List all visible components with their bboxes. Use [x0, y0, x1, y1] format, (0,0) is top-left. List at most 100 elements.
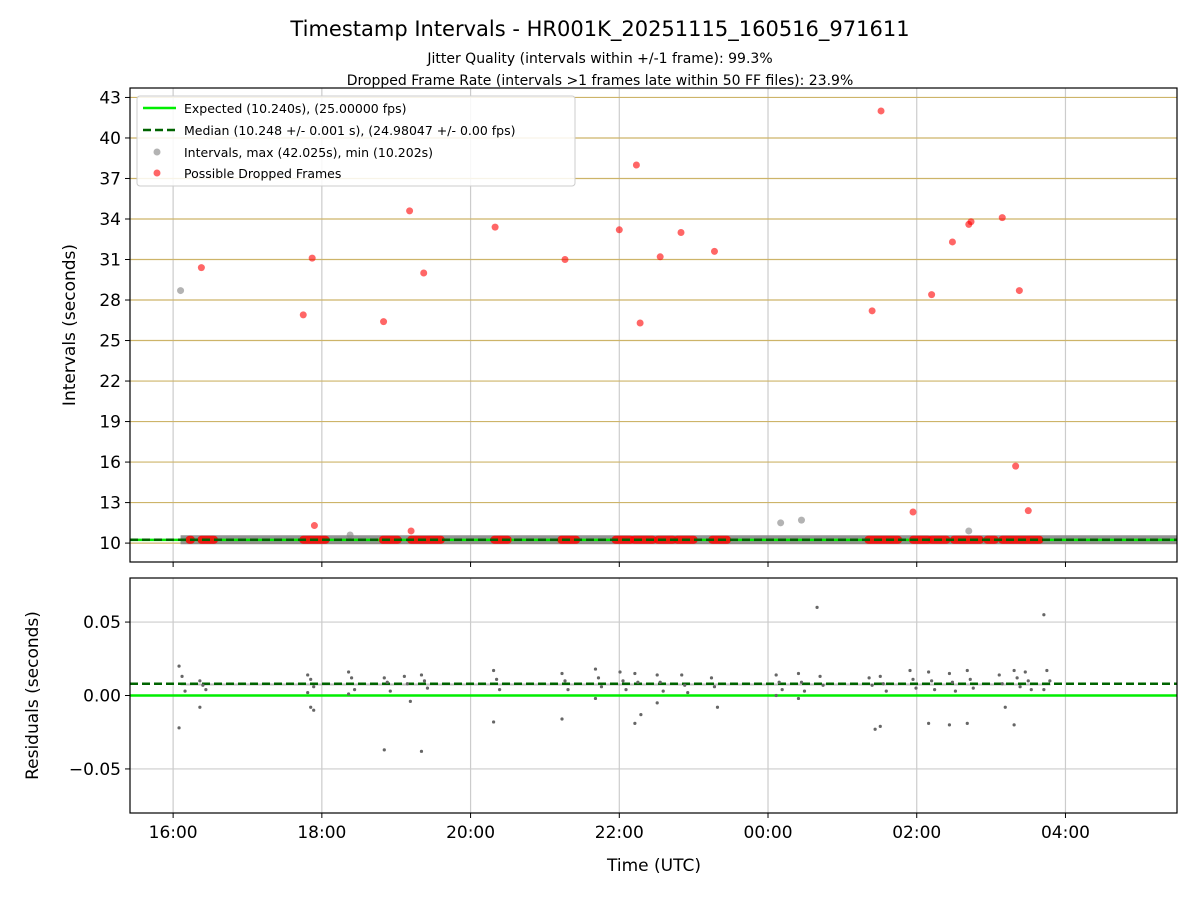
residual-point [867, 676, 871, 680]
residual-point [1003, 705, 1007, 709]
y-tick-label: 10 [99, 534, 121, 554]
residual-point [873, 727, 877, 731]
x-tick-label: 00:00 [744, 823, 793, 843]
residual-point [599, 685, 604, 689]
residual-point [183, 689, 187, 693]
residual-point [927, 721, 931, 726]
dropped-frame-point [308, 254, 316, 262]
residual-point [780, 688, 784, 692]
dropped-frame-point [868, 307, 876, 315]
dropped-frame-point [1015, 287, 1023, 295]
residual-point [306, 673, 310, 677]
residual-point [388, 689, 392, 693]
residual-point [618, 670, 622, 674]
dropped-frame-point [420, 269, 428, 277]
intervals-y-axis-label: Intervals (seconds) [60, 244, 80, 406]
dropped-frame-point [1024, 507, 1032, 515]
chart-subtitle-jitter: Jitter Quality (intervals within +/-1 fr… [426, 51, 772, 67]
residual-point [633, 671, 637, 676]
residual-point [911, 677, 915, 681]
residual-point [349, 676, 354, 680]
dropped-frame-point [909, 508, 917, 516]
residual-point [1018, 685, 1022, 689]
interval-point [965, 527, 973, 535]
y-tick-label: 40 [99, 129, 121, 149]
y-tick-label: 25 [99, 332, 121, 352]
residual-point [422, 679, 427, 683]
residual-point [815, 605, 819, 609]
y-tick-label: 13 [99, 494, 121, 514]
dropped-frame-point [561, 256, 569, 264]
residual-point [799, 680, 804, 684]
intervals-axes-frame [129, 87, 1178, 563]
dropped-frame-point [948, 238, 956, 246]
dropped-frame-point [1012, 462, 1020, 470]
interval-point [777, 519, 785, 527]
residual-point [818, 674, 822, 679]
residual-point [385, 680, 389, 684]
residual-point [1012, 723, 1016, 727]
x-tick-label: 20:00 [446, 823, 495, 843]
legend-expected-label: Expected (10.240s), (25.00000 fps) [184, 101, 406, 116]
residual-point [968, 677, 972, 681]
dropped-frame-point [967, 218, 975, 226]
y-tick-label: 31 [99, 251, 121, 271]
residual-point [796, 671, 801, 676]
y-tick-label: 34 [99, 210, 121, 230]
residual-point [774, 693, 778, 698]
y-tick-label: 22 [99, 372, 121, 392]
residual-point [661, 689, 665, 693]
residual-point [709, 676, 714, 680]
residual-point [425, 686, 430, 690]
residual-point [908, 668, 912, 673]
residual-point [971, 686, 975, 690]
residuals-axes-frame [129, 577, 1178, 814]
y-tick-label: 16 [99, 453, 121, 473]
x-axis-label: Time (UTC) [606, 856, 701, 876]
residual-point [930, 679, 934, 683]
residual-point [965, 668, 969, 673]
residual-point [346, 670, 351, 674]
residual-point [633, 721, 637, 726]
residual-point [497, 688, 502, 692]
residual-point [712, 685, 717, 689]
residual-point [382, 676, 386, 680]
residual-point [683, 683, 687, 687]
residual-point [636, 680, 640, 684]
legend-intervals-swatch [153, 148, 161, 156]
residual-point [352, 688, 357, 692]
residual-point [177, 664, 181, 668]
dropped-frame-point [310, 522, 318, 530]
dropped-frame-point [998, 214, 1006, 222]
residual-point [563, 679, 567, 683]
legend-dropped-swatch [153, 169, 161, 177]
x-tick-label: 18:00 [297, 823, 346, 843]
chart-subtitle-dropped: Dropped Frame Rate (intervals >1 frames … [347, 73, 854, 89]
residual-point [494, 677, 499, 681]
residual-point [878, 724, 882, 728]
x-tick-label: 04:00 [1041, 823, 1090, 843]
residual-point [198, 679, 202, 683]
residual-point [933, 688, 937, 692]
legend-dropped-label: Possible Dropped Frames [184, 166, 341, 181]
residual-point [560, 671, 564, 676]
residual-point [491, 720, 496, 724]
residual-point [655, 673, 659, 677]
legend-median-label: Median (10.248 +/- 0.001 s), (24.98047 +… [184, 123, 515, 138]
dropped-frame-point [380, 318, 388, 326]
residual-point [419, 673, 424, 677]
residuals-panel: 16:00 18:00 20:00 22:00 00:00 02:00 04:00 0.05 0… [69, 577, 1178, 843]
y-tick-label: 37 [99, 169, 121, 189]
x-tick-label: 02:00 [892, 823, 941, 843]
residual-point [965, 721, 969, 726]
residual-point [1012, 668, 1016, 673]
dropped-frame-point [615, 226, 623, 234]
y-tick-label: 19 [99, 413, 121, 433]
residual-point [309, 705, 313, 709]
residual-point [309, 677, 313, 681]
residual-point [953, 689, 958, 693]
residual-point [1042, 613, 1046, 617]
dropped-frame-point [197, 264, 205, 272]
residual-point [927, 670, 931, 674]
